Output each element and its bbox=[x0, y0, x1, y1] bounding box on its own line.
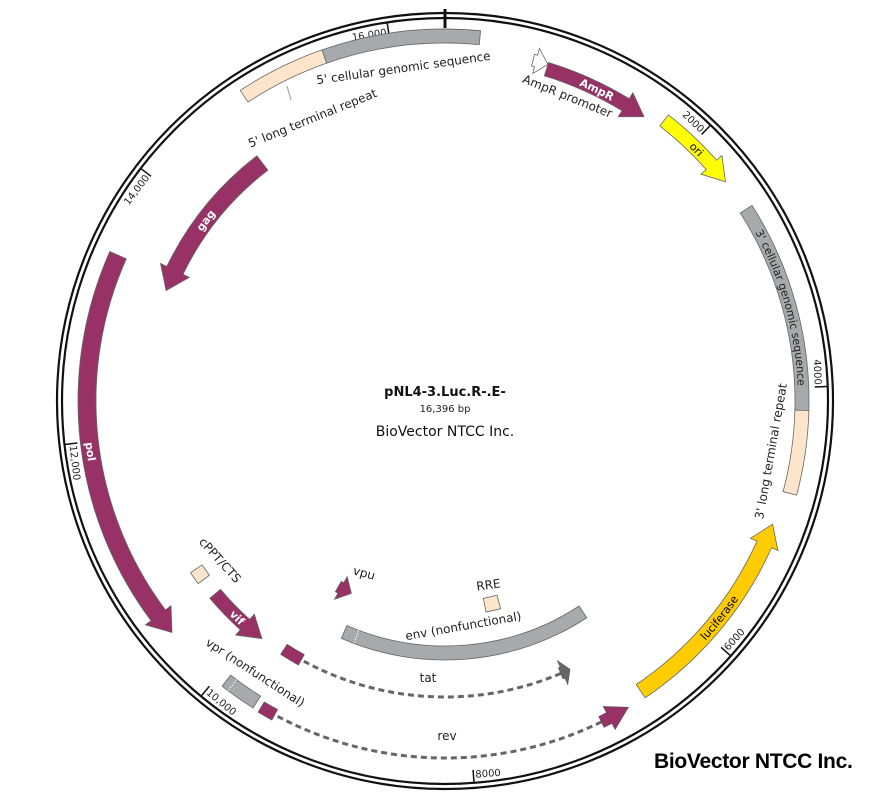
feature-luciferase bbox=[635, 523, 779, 699]
label-vpu: vpu bbox=[351, 563, 376, 582]
tick-mark bbox=[140, 167, 152, 177]
inner-ring-line bbox=[60, 16, 830, 786]
feature-ampr bbox=[543, 61, 645, 118]
tat-exon-2 bbox=[280, 643, 305, 666]
label-rre: RRE bbox=[475, 576, 501, 593]
tick-mark bbox=[472, 769, 475, 783]
label-3-long-terminal-repeat: 3' long terminal repeat bbox=[752, 382, 790, 520]
label-5-long-terminal-repeat: 5' long terminal repeat bbox=[246, 86, 379, 151]
stop-mark bbox=[353, 630, 360, 644]
tick-mark bbox=[200, 685, 210, 697]
stop-mark bbox=[227, 679, 237, 692]
feature-rre bbox=[482, 594, 502, 613]
plasmid-length: 16,396 bp bbox=[420, 404, 471, 415]
tat-intron-dashed bbox=[300, 658, 562, 699]
feature-ori bbox=[659, 114, 726, 183]
feature-env-nonfunctional bbox=[340, 605, 588, 661]
center-company: BioVector NTCC Inc. bbox=[376, 424, 514, 440]
tick-label: 8000 bbox=[475, 768, 501, 781]
tick-mark bbox=[720, 646, 732, 657]
tick-label: 12,000 bbox=[67, 445, 82, 481]
tat-exon-1 bbox=[556, 659, 571, 686]
split-genes bbox=[257, 643, 629, 760]
plasmid-name: pNL4-3.Luc.R-.E- bbox=[384, 385, 506, 400]
feature-label-text: 3' cellular genomic sequence bbox=[752, 227, 807, 386]
feature-5-long-terminal-repeat bbox=[239, 49, 328, 103]
watermark: BioVector NTCC Inc. bbox=[654, 750, 853, 773]
ltr5-leader-line bbox=[286, 85, 292, 101]
feature-gag bbox=[159, 155, 269, 292]
rev-exon-1 bbox=[598, 706, 629, 731]
feature-5-cellular-genomic-sequence bbox=[321, 28, 482, 64]
label-tat: tat bbox=[420, 671, 437, 685]
feature-ampr-promoter bbox=[531, 47, 549, 75]
rev-exon-2 bbox=[257, 701, 279, 721]
feature-label-pol: pol bbox=[82, 441, 98, 462]
label-env: env (nonfunctional) bbox=[404, 609, 522, 643]
feature-vpu bbox=[333, 575, 352, 601]
backbone-ring bbox=[55, 9, 835, 791]
feature-pol bbox=[77, 250, 173, 634]
outer-ring-line bbox=[55, 11, 835, 791]
tick-mark bbox=[64, 442, 78, 446]
feature-3-long-terminal-repeat bbox=[782, 409, 810, 496]
feature-vpr-nonfunctional bbox=[221, 674, 262, 709]
tick-label: 4000 bbox=[811, 359, 823, 385]
feature-vif bbox=[209, 588, 263, 640]
feature-label-3-cellular-genomic-sequence: 3' cellular genomic sequence bbox=[752, 227, 807, 386]
rev-intron-dashed bbox=[274, 713, 603, 760]
feature-label-text: pol bbox=[82, 441, 98, 462]
feature-cppt-cts bbox=[189, 564, 211, 585]
label-rev: rev bbox=[437, 729, 456, 743]
tick-mark bbox=[701, 124, 712, 135]
